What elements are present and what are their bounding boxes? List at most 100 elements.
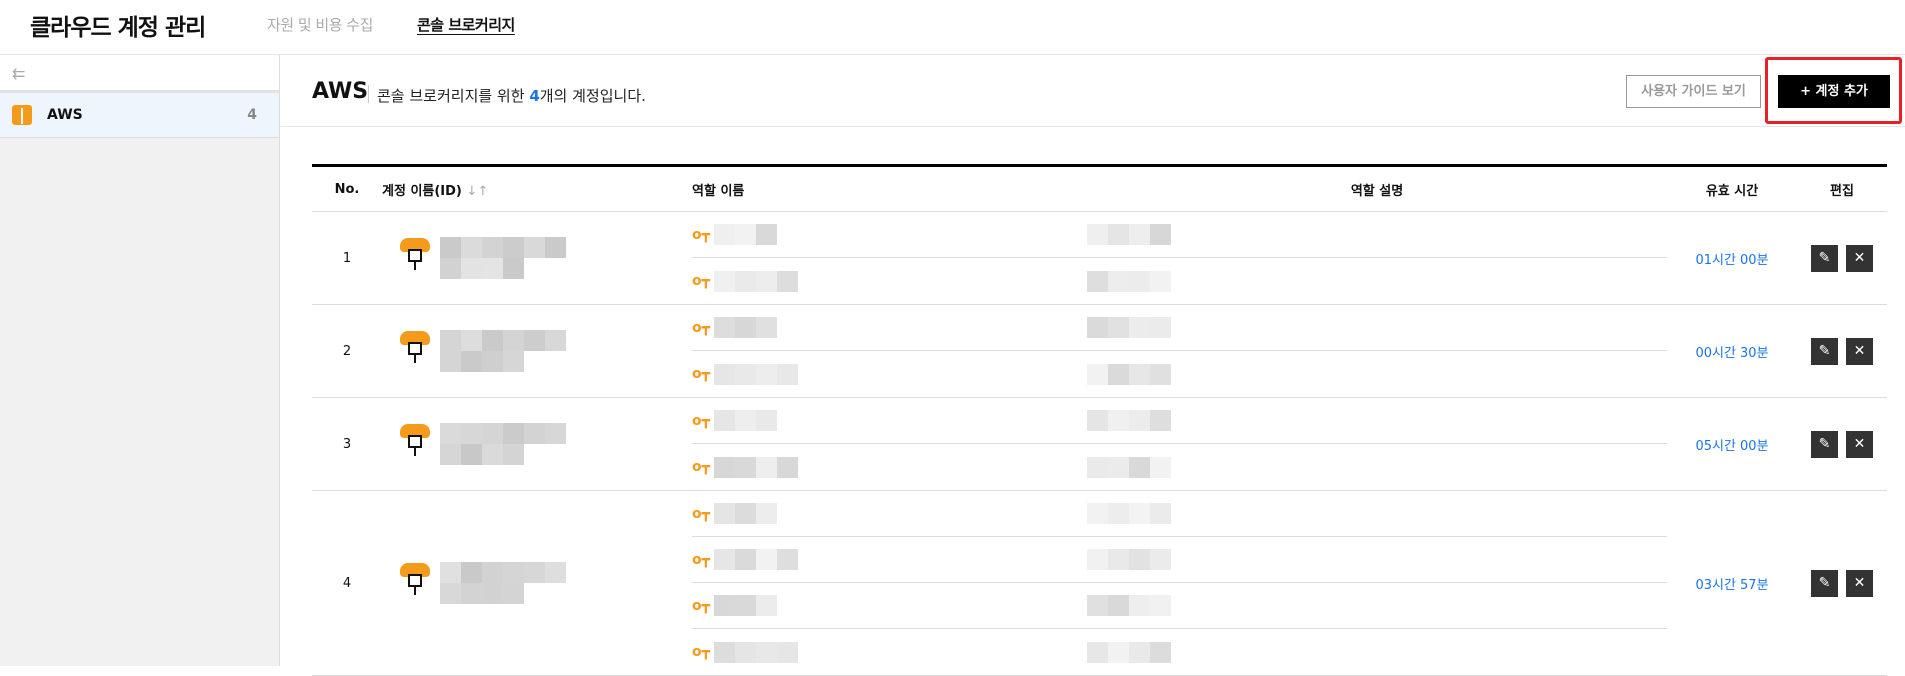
key-icon: o┳ (692, 598, 712, 614)
key-icon: o┳ (692, 320, 712, 336)
role-desc-item (1087, 629, 1667, 675)
main-content: AWS 콘솔 브로커리지를 위한 4개의 계정입니다. 사용자 가이드 보기 +… (281, 55, 1905, 666)
edit-cell: ✎ ✕ (1797, 305, 1887, 398)
col-role-desc: 역할 설명 (1087, 166, 1667, 212)
role-item: o┳ (692, 351, 1087, 397)
col-no: No. (312, 166, 382, 212)
key-icon: o┳ (692, 366, 712, 382)
redacted-text (1087, 410, 1171, 431)
page-title: AWS (312, 79, 368, 104)
role-desc-item (1087, 305, 1667, 351)
role-name-cell: o┳ o┳ (692, 398, 1087, 491)
role-desc-item (1087, 258, 1667, 304)
role-desc-cell (1087, 491, 1667, 676)
redacted-text (714, 364, 798, 385)
key-icon: o┳ (692, 459, 712, 475)
cloud-plug-icon (400, 424, 430, 464)
role-item: o┳ (692, 491, 1087, 537)
valid-time: 05시간 00분 (1667, 398, 1797, 491)
table-row: 4 o┳ o┳ o┳ o┳ 03시간 57분 ✎ ✕ (312, 491, 1887, 676)
top-bar: 클라우드 계정 관리 자원 및 비용 수집 콘솔 브로커리지 (0, 0, 1905, 55)
role-name-cell: o┳ o┳ (692, 305, 1087, 398)
redacted-text (1087, 457, 1171, 478)
key-icon: o┳ (692, 273, 712, 289)
sidebar-item-label: AWS (47, 107, 83, 123)
key-icon: o┳ (692, 552, 712, 568)
role-desc-item (1087, 537, 1667, 583)
redacted-text (1087, 317, 1171, 338)
role-name-cell: o┳ o┳ (692, 212, 1087, 305)
redacted-text (440, 330, 570, 372)
redacted-text (714, 224, 777, 245)
role-desc-item (1087, 398, 1667, 444)
col-valid-time: 유효 시간 (1667, 166, 1797, 212)
table-row: 1 o┳ o┳ 01시간 00분 ✎ ✕ (312, 212, 1887, 305)
add-account-button[interactable]: + 계정 추가 (1778, 75, 1890, 108)
pencil-icon[interactable]: ✎ (1811, 245, 1838, 272)
collapse-left-icon[interactable]: ⇇ (12, 64, 25, 83)
close-icon[interactable]: ✕ (1846, 245, 1873, 272)
redacted-text (1087, 364, 1171, 385)
role-item: o┳ (692, 537, 1087, 583)
role-item: o┳ (692, 398, 1087, 444)
user-guide-button[interactable]: 사용자 가이드 보기 (1626, 75, 1761, 108)
valid-time: 03시간 57분 (1667, 491, 1797, 676)
col-account-name[interactable]: 계정 이름(ID) ↓↑ (382, 166, 692, 212)
role-item: o┳ (692, 444, 1087, 490)
role-desc-cell (1087, 212, 1667, 305)
cloud-plug-icon (400, 563, 430, 603)
redacted-text (714, 503, 777, 524)
redacted-text (440, 423, 570, 465)
role-desc-item (1087, 351, 1667, 397)
key-icon: o┳ (692, 644, 712, 660)
role-desc-item (1087, 444, 1667, 490)
table-row: 2 o┳ o┳ 00시간 30분 ✎ ✕ (312, 305, 1887, 398)
redacted-text (714, 549, 798, 570)
role-item: o┳ (692, 583, 1087, 629)
key-icon: o┳ (692, 413, 712, 429)
page-description: 콘솔 브로커리지를 위한 4개의 계정입니다. (377, 85, 646, 106)
sidebar-item-count: 4 (247, 107, 257, 123)
title-divider (368, 85, 369, 103)
role-desc-cell (1087, 305, 1667, 398)
col-role-name: 역할 이름 (692, 166, 1087, 212)
aws-cube-icon (12, 105, 32, 125)
row-no: 3 (312, 398, 382, 491)
pencil-icon[interactable]: ✎ (1811, 338, 1838, 365)
redacted-text (1087, 642, 1171, 663)
cloud-plug-icon (400, 238, 430, 278)
row-no: 4 (312, 491, 382, 676)
pencil-icon[interactable]: ✎ (1811, 431, 1838, 458)
account-name-cell (382, 491, 692, 676)
redacted-text (1087, 503, 1171, 524)
sidebar: ⇇ AWS 4 (0, 55, 280, 666)
role-desc-item (1087, 491, 1667, 537)
col-account-name-label: 계정 이름(ID) (382, 184, 462, 199)
edit-cell: ✎ ✕ (1797, 398, 1887, 491)
role-desc-cell (1087, 398, 1667, 491)
valid-time: 00시간 30분 (1667, 305, 1797, 398)
role-item: o┳ (692, 258, 1087, 304)
sidebar-item-aws[interactable]: AWS 4 (0, 93, 279, 138)
tab-resource-cost[interactable]: 자원 및 비용 수집 (267, 14, 373, 35)
cloud-plug-icon (400, 331, 430, 371)
close-icon[interactable]: ✕ (1846, 338, 1873, 365)
app-title: 클라우드 계정 관리 (30, 8, 205, 42)
redacted-text (1087, 271, 1171, 292)
row-no: 2 (312, 305, 382, 398)
col-edit: 편집 (1797, 166, 1887, 212)
table-header-row: No. 계정 이름(ID) ↓↑ 역할 이름 역할 설명 유효 시간 편집 (312, 166, 1887, 212)
tab-console-brokerage[interactable]: 콘솔 브로커리지 (417, 14, 515, 35)
account-name-cell (382, 212, 692, 305)
redacted-text (1087, 549, 1171, 570)
close-icon[interactable]: ✕ (1846, 431, 1873, 458)
valid-time: 01시간 00분 (1667, 212, 1797, 305)
desc-text: 콘솔 브로커리지를 위한 (377, 87, 529, 105)
desc-text-end: 개의 계정입니다. (540, 87, 646, 105)
close-icon[interactable]: ✕ (1846, 570, 1873, 597)
pencil-icon[interactable]: ✎ (1811, 570, 1838, 597)
redacted-text (714, 595, 777, 616)
redacted-text (714, 410, 777, 431)
row-no: 1 (312, 212, 382, 305)
sort-icon[interactable]: ↓↑ (466, 184, 488, 199)
